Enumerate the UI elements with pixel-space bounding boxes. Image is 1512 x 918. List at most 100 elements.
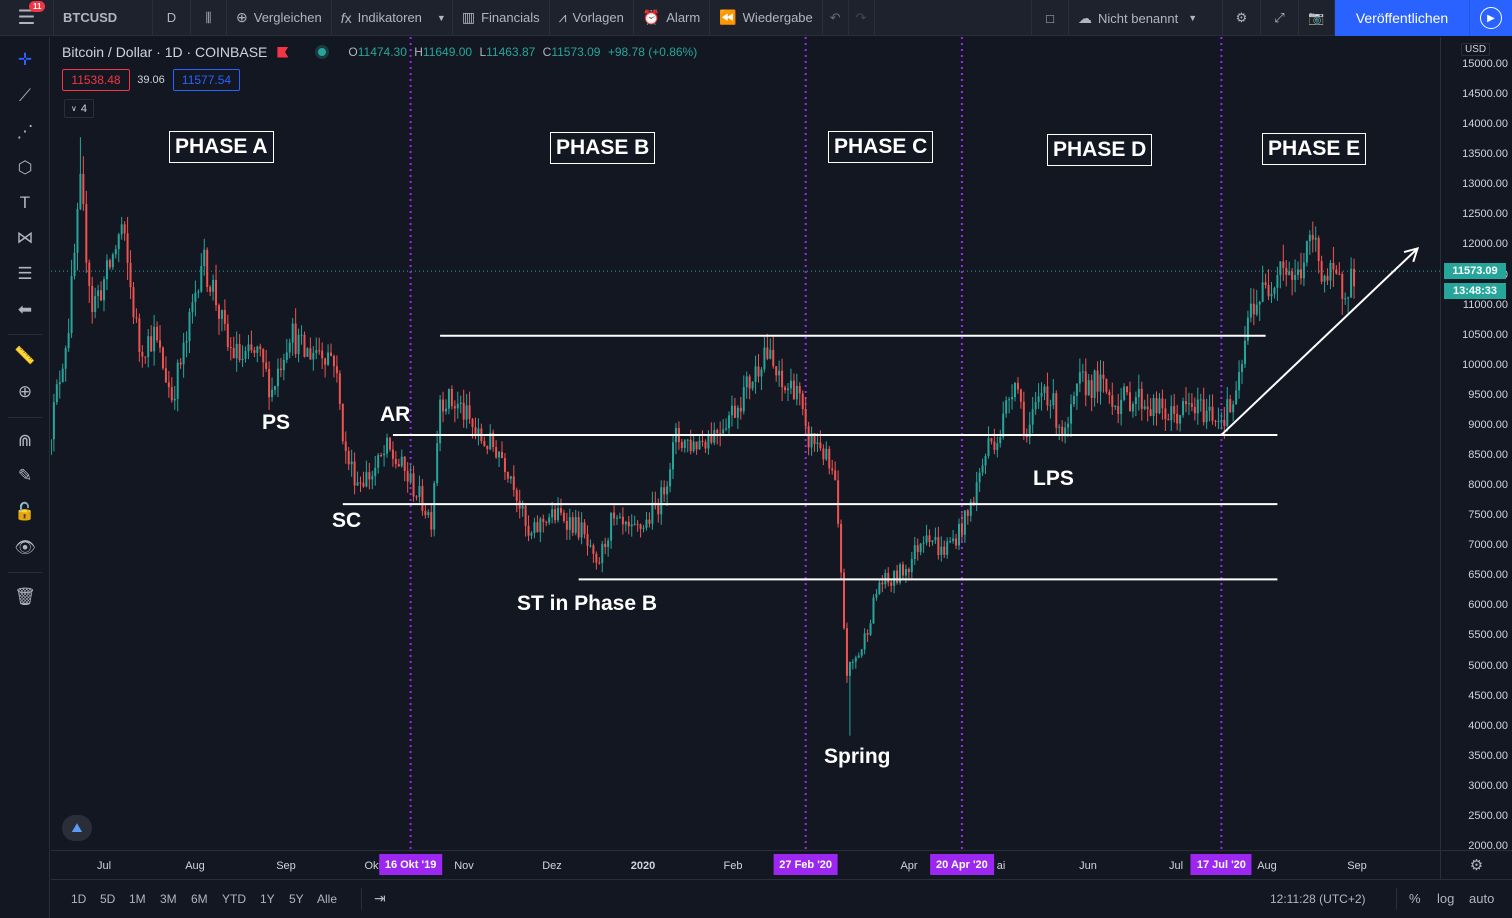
percent-scale-toggle[interactable]: % [1409, 891, 1421, 906]
pattern-tool[interactable]: ⬡ [11, 154, 39, 182]
series-title: Bitcoin / Dollar · 1D · COINBASE [62, 44, 268, 60]
flag-icon[interactable] [277, 46, 289, 58]
replay-button[interactable]: ⏪ Wiedergabe [710, 0, 823, 36]
fullscreen-toggle[interactable]: □ [1031, 0, 1069, 36]
measure-tool[interactable]: 📏 [11, 342, 39, 370]
candle-body [1155, 398, 1158, 414]
range-6m[interactable]: 6M [191, 892, 208, 906]
xabcd-tool[interactable]: ⋈ [11, 224, 39, 252]
event-date-marker[interactable]: 20 Apr '20 [930, 854, 994, 875]
chart-type-button[interactable]: ⫼ [191, 0, 227, 36]
undo-button[interactable]: ↶ [823, 0, 849, 36]
snapshot-button[interactable]: 📷 [1299, 0, 1335, 36]
candle-body [1179, 415, 1182, 424]
auto-scale-toggle[interactable]: auto [1469, 891, 1495, 906]
stay-drawing-tool[interactable]: ✎ [11, 462, 39, 490]
goto-date-button[interactable]: ⇥ [374, 890, 386, 907]
currency-label[interactable]: USD [1461, 43, 1491, 56]
interval-button[interactable]: D [153, 0, 191, 36]
timezone-clock[interactable]: 12:11:28 (UTC+2) [1270, 892, 1366, 906]
crosshair-tool[interactable]: ✛ [11, 46, 39, 74]
range-5y[interactable]: 5Y [289, 892, 304, 906]
candle-body [786, 388, 789, 391]
phase-a-label[interactable]: PHASE A [169, 131, 274, 163]
spring-label[interactable]: Spring [824, 745, 891, 768]
candle-body [406, 471, 409, 482]
candle-body [639, 524, 642, 529]
ps-label[interactable]: PS [262, 411, 291, 434]
st-label[interactable]: ST in Phase B [517, 592, 658, 615]
prediction-tool[interactable]: ☰ [11, 260, 39, 288]
zoom-tool[interactable]: ⊕ [11, 378, 39, 406]
phase-d-label[interactable]: PHASE D [1047, 134, 1153, 166]
candle-body [613, 512, 616, 519]
candle-body [1037, 396, 1040, 403]
trendline-tool[interactable]: ⟋ [11, 82, 39, 110]
chart-pane[interactable] [51, 37, 1440, 850]
remove-drawings-tool[interactable]: 🗑 [11, 583, 39, 611]
menu-button[interactable]: ☰ 11 [0, 0, 54, 36]
range-1m[interactable]: 1M [129, 892, 146, 906]
candle-body [940, 546, 943, 556]
trend-arrow-line [1220, 247, 1419, 436]
fib-tool[interactable]: ⋰ [11, 118, 39, 146]
time-tick-label: 2020 [630, 860, 656, 872]
candle-body [173, 398, 176, 401]
price-chart[interactable] [51, 37, 1440, 850]
indicators-collapse-button[interactable]: ∨ 4 [64, 99, 94, 118]
range-3m[interactable]: 3M [160, 892, 177, 906]
redo-button[interactable]: ↷ [849, 0, 875, 36]
lock-tool[interactable]: 🔓 [11, 498, 39, 526]
time-tick-label: Aug [1257, 860, 1277, 872]
price-axis[interactable]: 15000.00 14500.00 14000.00 13500.00 13000.00… [1440, 37, 1512, 852]
financials-button[interactable]: ▥ Financials [453, 0, 550, 36]
event-date-marker[interactable]: 17 Jul '20 [1190, 854, 1252, 875]
magnet-tool[interactable]: ⋒ [11, 427, 39, 455]
indicators-button[interactable]: fx Indikatoren [340, 9, 422, 26]
axis-settings-button[interactable]: ⚙ [1440, 850, 1512, 879]
templates-button[interactable]: ⩘ Vorlagen [550, 0, 634, 36]
layout-name-button[interactable]: ☁ Nicht benannt ▼ [1069, 0, 1223, 36]
tradingview-logo[interactable]: ⛰ [62, 815, 92, 841]
sell-button[interactable]: 11538.48 [62, 69, 130, 91]
candle-body [1338, 273, 1341, 275]
symbol-search-button[interactable]: BTCUSD [54, 0, 153, 36]
hide-drawings-tool[interactable]: 👁 [11, 534, 39, 562]
candle-body [1131, 404, 1134, 412]
plus-circle-icon: ⊕ [236, 9, 248, 25]
buy-button[interactable]: 11577.54 [173, 69, 240, 91]
range-5d[interactable]: 5D [100, 892, 116, 906]
event-date-marker[interactable]: 16 Okt '19 [378, 854, 443, 875]
settings-button[interactable]: ⚙ [1223, 0, 1261, 36]
candle-body [1264, 282, 1267, 285]
compare-button[interactable]: ⊕ Vergleichen [227, 0, 332, 36]
candle-body [1288, 271, 1291, 275]
range-1d[interactable]: 1D [71, 892, 87, 906]
candle-body [863, 633, 866, 650]
indicators-dropdown[interactable]: ▼ [431, 0, 453, 36]
candle-body [716, 430, 719, 433]
log-scale-toggle[interactable]: log [1437, 891, 1455, 906]
range-1y[interactable]: 1Y [260, 892, 275, 906]
text-tool[interactable]: T [11, 189, 39, 217]
publish-button[interactable]: Veröffentlichen [1335, 0, 1469, 36]
event-date-marker[interactable]: 27 Feb '20 [773, 854, 839, 875]
candle-body [621, 516, 624, 525]
publish-play-button[interactable]: ▶ [1469, 0, 1512, 36]
range-ytd[interactable]: YTD [222, 892, 246, 906]
time-axis[interactable]: Jul Aug Sep Okt Nov Dez 2020 Feb Apr ai Jun Jul Aug S… [51, 850, 1440, 879]
range-all[interactable]: Alle [317, 892, 338, 906]
alert-button[interactable]: ⏰ Alarm [634, 0, 711, 36]
candle-body [415, 496, 418, 498]
candle-body [840, 523, 843, 573]
lps-label[interactable]: LPS [1033, 467, 1074, 490]
ar-label[interactable]: AR [380, 403, 411, 426]
fullscreen-button[interactable]: ⤢ [1261, 0, 1299, 36]
candle-body [288, 342, 291, 353]
price-tick-label: 11000.00 [1462, 298, 1508, 311]
sc-label[interactable]: SC [332, 509, 362, 532]
phase-b-label[interactable]: PHASE B [550, 132, 656, 164]
back-tool[interactable]: ⬅ [11, 296, 39, 324]
phase-c-label[interactable]: PHASE C [828, 131, 934, 163]
phase-e-label[interactable]: PHASE E [1262, 133, 1367, 165]
